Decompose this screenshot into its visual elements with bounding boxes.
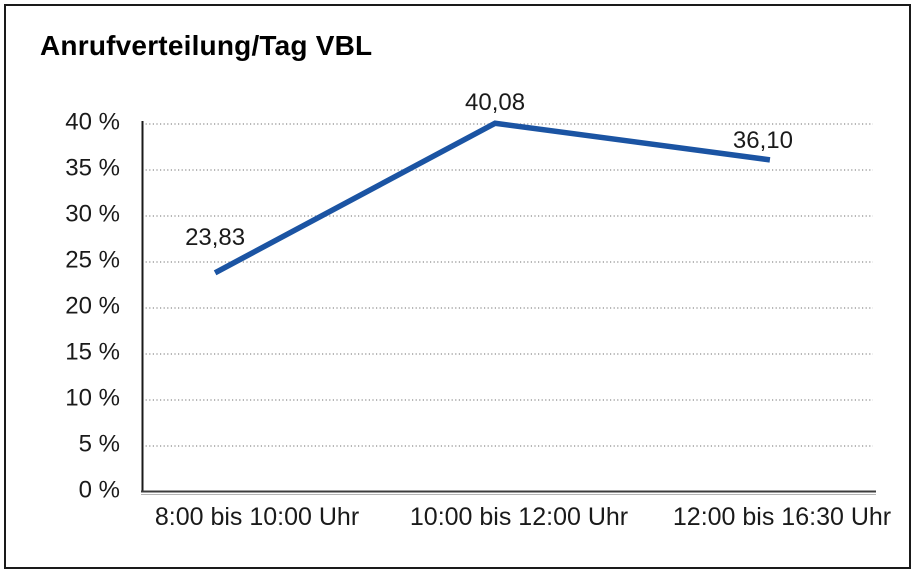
y-tick-label: 35 % (65, 154, 120, 182)
x-axis-label: 12:00 bis 16:30 Uhr (672, 503, 892, 531)
x-axis-label: 8:00 bis 10:00 Uhr (154, 503, 360, 531)
data-line-series (213, 120, 771, 276)
y-tick-label: 30 % (65, 200, 120, 228)
data-point-label: 36,10 (732, 126, 793, 154)
y-tick-label: 40 % (65, 108, 120, 136)
y-tick-label: 20 % (65, 292, 120, 320)
y-tick-label: 0 % (78, 476, 120, 504)
data-point-label: 23,83 (185, 223, 246, 251)
data-point-label: 40,08 (465, 89, 526, 117)
chart-title: Anrufverteilung/Tag VBL (40, 30, 373, 61)
y-tick-label: 15 % (65, 338, 120, 366)
y-tick-label: 5 % (78, 430, 120, 458)
y-tick-label: 25 % (65, 246, 120, 274)
x-axis-label: 10:00 bis 12:00 Uhr (409, 503, 629, 531)
y-tick-label: 10 % (65, 384, 120, 412)
